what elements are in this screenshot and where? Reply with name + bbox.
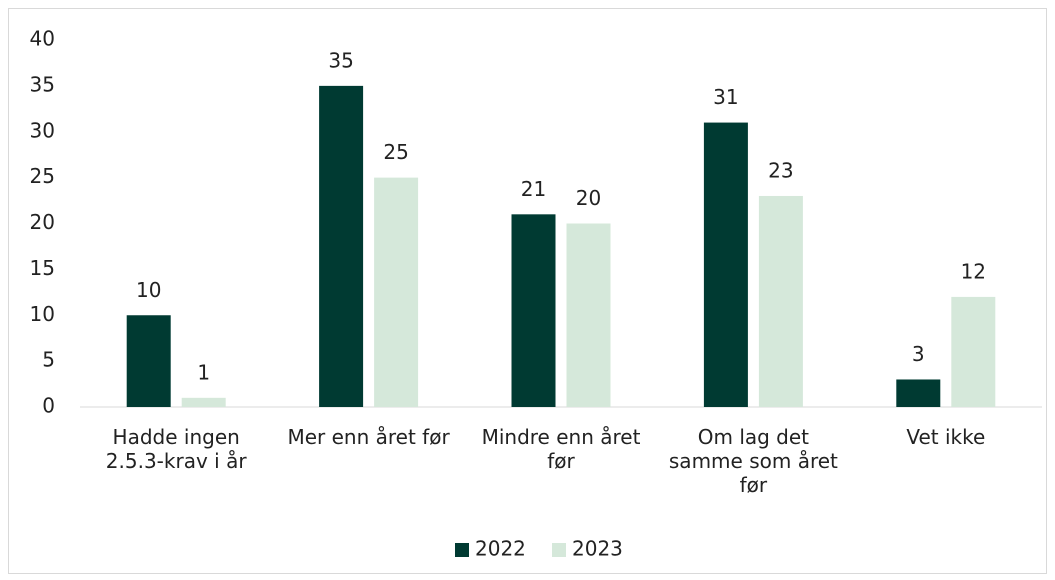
data-label: 35 (328, 48, 353, 72)
data-label: 12 (961, 259, 986, 283)
bar (511, 214, 556, 407)
x-tick-label: Mer enn året før (287, 425, 450, 449)
x-tick-label: Om lag det samme som året før (668, 425, 838, 497)
bar (703, 122, 748, 407)
data-label: 31 (713, 85, 738, 109)
bar (181, 397, 226, 407)
data-label: 10 (136, 278, 161, 302)
bar (758, 195, 803, 407)
y-tick-label: 15 (30, 256, 55, 280)
bar (951, 296, 996, 407)
y-tick-label: 40 (30, 27, 55, 51)
data-label: 20 (576, 186, 601, 210)
y-tick-label: 35 (30, 72, 55, 96)
y-tick-label: 25 (30, 164, 55, 188)
y-tick-label: 0 (42, 394, 55, 418)
data-label: 25 (383, 140, 408, 164)
bar (566, 223, 611, 407)
bar (896, 379, 941, 407)
bar (319, 85, 364, 407)
legend-label: 2023 (572, 537, 623, 561)
data-label: 23 (768, 158, 793, 182)
data-label: 1 (197, 360, 210, 384)
x-tick-label: Vet ikke (906, 425, 986, 449)
bar (126, 315, 171, 407)
data-label: 3 (912, 342, 925, 366)
x-tick-label: Mindre enn året før (481, 425, 641, 473)
y-tick-label: 10 (30, 302, 55, 326)
bar (374, 177, 419, 407)
y-tick-label: 30 (30, 118, 55, 142)
legend-swatch (455, 543, 469, 557)
y-tick-label: 5 (42, 348, 55, 372)
legend-label: 2022 (475, 537, 526, 561)
data-label: 21 (521, 177, 546, 201)
y-tick-label: 20 (30, 210, 55, 234)
x-tick-label: Hadde ingen 2.5.3-krav i år (105, 425, 247, 473)
legend-swatch (552, 543, 566, 557)
